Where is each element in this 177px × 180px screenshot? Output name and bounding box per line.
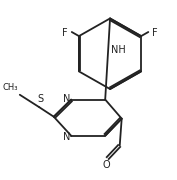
Text: N: N [63,132,70,142]
Text: F: F [152,28,158,38]
Text: S: S [37,94,43,104]
Text: CH₃: CH₃ [3,83,18,92]
Text: NH: NH [111,45,126,55]
Text: O: O [102,160,110,170]
Text: F: F [62,28,68,38]
Text: N: N [63,94,70,104]
